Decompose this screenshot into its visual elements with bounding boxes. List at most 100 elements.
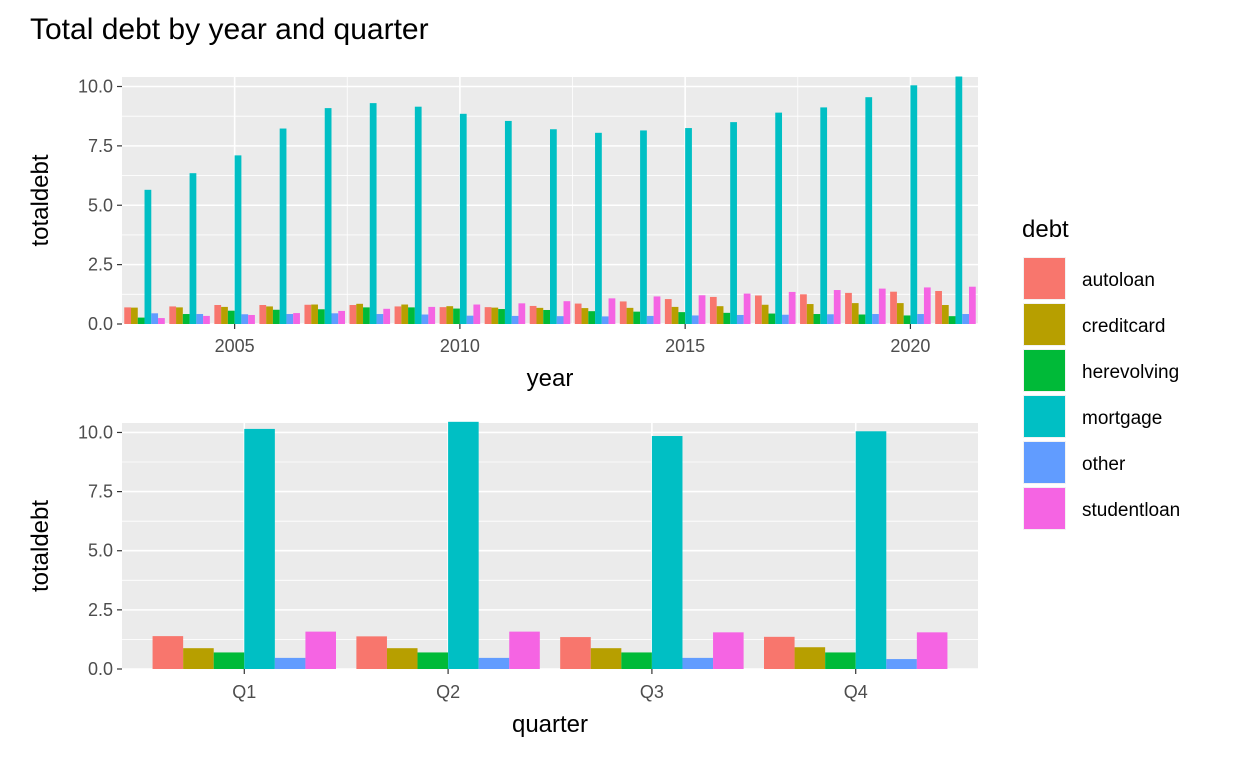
year-bar-creditcard bbox=[716, 306, 724, 324]
year-x-tick-label: 2020 bbox=[890, 336, 930, 356]
quarter-y-tick-label: 5.0 bbox=[88, 541, 113, 561]
year-y-tick-label: 7.5 bbox=[88, 136, 113, 156]
year-bar-herevolving bbox=[498, 309, 505, 324]
quarter-y-axis-title: totaldebt bbox=[27, 500, 54, 592]
legend-swatch-mortgage bbox=[1024, 396, 1065, 437]
year-bar-autoloan bbox=[169, 306, 177, 324]
quarter-bar-creditcard bbox=[183, 648, 214, 669]
year-bar-studentloan bbox=[248, 314, 255, 324]
year-bar-herevolving bbox=[363, 307, 370, 324]
quarter-y-tick-label: 7.5 bbox=[88, 482, 113, 502]
year-y-tick-label: 0.0 bbox=[88, 314, 113, 334]
year-bar-herevolving bbox=[453, 308, 460, 324]
year-bar-autoloan bbox=[529, 305, 537, 324]
year-bar-autoloan bbox=[845, 292, 852, 324]
quarter-bar-creditcard bbox=[590, 648, 622, 669]
year-bar-creditcard bbox=[806, 304, 814, 324]
quarter-bar-mortgage bbox=[448, 421, 479, 669]
year-bar-other bbox=[511, 315, 519, 324]
quarter-bar-studentloan bbox=[713, 632, 744, 669]
year-bar-studentloan bbox=[608, 298, 616, 324]
year-bar-creditcard bbox=[311, 304, 318, 324]
year-bar-mortgage bbox=[189, 173, 197, 324]
year-bar-mortgage bbox=[775, 112, 783, 324]
year-bar-autoloan bbox=[890, 291, 897, 324]
legend-title: debt bbox=[1022, 216, 1069, 243]
legend-label-autoloan: autoloan bbox=[1082, 270, 1155, 291]
year-bar-autoloan bbox=[754, 295, 762, 324]
year-bar-autoloan bbox=[574, 303, 582, 324]
year-bar-other bbox=[691, 315, 699, 324]
year-bar-autoloan bbox=[709, 296, 717, 324]
year-bar-herevolving bbox=[858, 314, 866, 324]
quarter-bar-studentloan bbox=[509, 631, 540, 669]
quarter-bar-autoloan bbox=[560, 637, 591, 669]
year-bar-autoloan bbox=[439, 307, 447, 324]
year-bar-autoloan bbox=[484, 307, 492, 324]
year-bar-creditcard bbox=[356, 303, 364, 324]
year-bar-other bbox=[466, 315, 474, 324]
year-bar-other bbox=[196, 314, 204, 324]
year-bar-herevolving bbox=[137, 317, 145, 324]
quarter-bar-other bbox=[682, 657, 714, 669]
year-bar-mortgage bbox=[820, 107, 828, 325]
year-bar-herevolving bbox=[633, 311, 641, 324]
year-bar-other bbox=[601, 316, 609, 324]
year-bar-other bbox=[782, 314, 789, 324]
legend-label-studentloan: studentloan bbox=[1082, 500, 1180, 521]
year-x-tick-label: 2015 bbox=[665, 336, 705, 356]
year-bar-creditcard bbox=[401, 304, 409, 324]
year-bar-mortgage bbox=[414, 106, 422, 324]
year-bar-other bbox=[646, 315, 654, 324]
year-bar-mortgage bbox=[595, 132, 602, 324]
year-bar-studentloan bbox=[383, 308, 391, 324]
legend-label-mortgage: mortgage bbox=[1082, 408, 1162, 429]
quarter-panel: 0.0 2.5 5.0 7.5 10.0 Q1 Q2 Q3 Q4 quarter totaldebt bbox=[27, 421, 978, 738]
quarter-bar-herevolving bbox=[621, 652, 652, 669]
year-bar-herevolving bbox=[182, 314, 190, 324]
legend-swatch-creditcard bbox=[1024, 304, 1065, 345]
quarter-x-tick-label: Q1 bbox=[232, 682, 256, 702]
year-bar-other bbox=[556, 316, 564, 324]
legend-swatch-herevolving bbox=[1024, 350, 1065, 391]
year-bar-studentloan bbox=[338, 310, 346, 324]
year-bar-studentloan bbox=[203, 315, 210, 324]
figure-title: Total debt by year and quarter bbox=[30, 13, 429, 46]
legend-label-creditcard: creditcard bbox=[1082, 316, 1165, 337]
year-bar-creditcard bbox=[491, 307, 499, 324]
quarter-bar-mortgage bbox=[651, 436, 683, 669]
year-bar-herevolving bbox=[678, 312, 686, 324]
year-y-tick-label: 2.5 bbox=[88, 255, 113, 275]
year-bar-herevolving bbox=[588, 311, 596, 324]
year-y-axis-title: totaldebt bbox=[27, 154, 54, 246]
year-bar-other bbox=[917, 314, 924, 324]
year-bar-studentloan bbox=[743, 293, 751, 324]
year-bar-autoloan bbox=[394, 306, 402, 324]
year-bar-autoloan bbox=[664, 299, 672, 324]
year-bar-herevolving bbox=[543, 309, 550, 324]
year-bar-creditcard bbox=[671, 306, 679, 324]
quarter-x-tick-label: Q2 bbox=[436, 682, 460, 702]
quarter-x-tick-label: Q3 bbox=[640, 682, 664, 702]
quarter-bar-other bbox=[886, 659, 917, 669]
quarter-bar-herevolving bbox=[825, 652, 856, 669]
year-x-tick-label: 2010 bbox=[440, 336, 480, 356]
year-bar-mortgage bbox=[910, 85, 918, 324]
year-bar-autoloan bbox=[619, 301, 627, 324]
year-bar-autoloan bbox=[214, 305, 222, 324]
year-bar-mortgage bbox=[144, 189, 152, 324]
year-bar-autoloan bbox=[124, 307, 132, 324]
quarter-bar-herevolving bbox=[213, 652, 245, 669]
year-bar-mortgage bbox=[279, 128, 287, 324]
year-bar-creditcard bbox=[896, 303, 904, 324]
year-y-tick-label: 5.0 bbox=[88, 195, 113, 215]
year-bar-herevolving bbox=[903, 315, 911, 324]
year-bar-herevolving bbox=[723, 312, 731, 324]
year-bar-studentloan bbox=[473, 304, 481, 324]
year-bar-herevolving bbox=[948, 316, 956, 324]
quarter-bar-mortgage bbox=[855, 431, 887, 669]
year-bar-mortgage bbox=[504, 120, 512, 324]
year-bar-other bbox=[736, 314, 744, 324]
year-bar-herevolving bbox=[768, 313, 776, 324]
